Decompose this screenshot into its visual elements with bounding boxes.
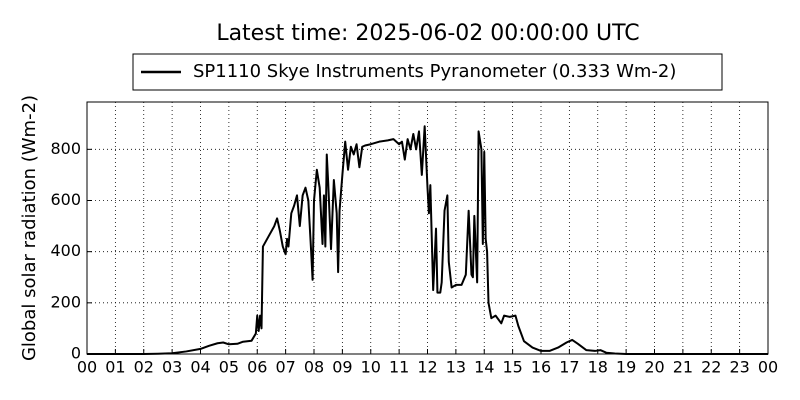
y-tick-label: 0 (71, 344, 81, 363)
x-tick-label: 20 (644, 358, 664, 377)
x-tick-label: 06 (247, 358, 267, 377)
x-tick-label: 15 (502, 358, 522, 377)
x-tick-label: 05 (219, 358, 239, 377)
x-tick-label: 16 (531, 358, 551, 377)
legend-label: SP1110 Skye Instruments Pyranometer (0.3… (193, 61, 676, 82)
x-tick-label: 17 (559, 358, 579, 377)
x-tick-label: 00 (77, 358, 97, 377)
legend-box (132, 53, 723, 91)
x-tick-label: 10 (361, 358, 381, 377)
y-tick-label: 400 (50, 241, 81, 260)
x-tick-label: 08 (304, 358, 324, 377)
x-tick-label: 19 (616, 358, 636, 377)
data-line (87, 125, 768, 355)
x-tick-label: 18 (588, 358, 608, 377)
x-tick-label: 23 (729, 358, 749, 377)
y-tick-label: 200 (50, 292, 81, 311)
x-tick-label: 02 (134, 358, 154, 377)
x-tick-label: 04 (190, 358, 210, 377)
x-tick-label: 09 (332, 358, 352, 377)
y-tick-label: 600 (50, 190, 81, 209)
y-tick-label: 800 (50, 139, 81, 158)
x-tick-label: 21 (673, 358, 693, 377)
x-tick-label: 03 (162, 358, 182, 377)
plot-frame (86, 101, 769, 355)
x-tick-label: 00 (758, 358, 778, 377)
y-axis-label: Global solar radiation (Wm-2) (19, 95, 40, 361)
chart-title: Latest time: 2025-06-02 00:00:00 UTC (216, 21, 639, 46)
x-tick-label: 12 (417, 358, 437, 377)
x-tick-label: 13 (446, 358, 466, 377)
x-tick-label: 22 (701, 358, 721, 377)
x-tick-label: 11 (389, 358, 409, 377)
x-tick-label: 01 (105, 358, 125, 377)
x-tick-label: 07 (275, 358, 295, 377)
x-tick-label: 14 (474, 358, 494, 377)
